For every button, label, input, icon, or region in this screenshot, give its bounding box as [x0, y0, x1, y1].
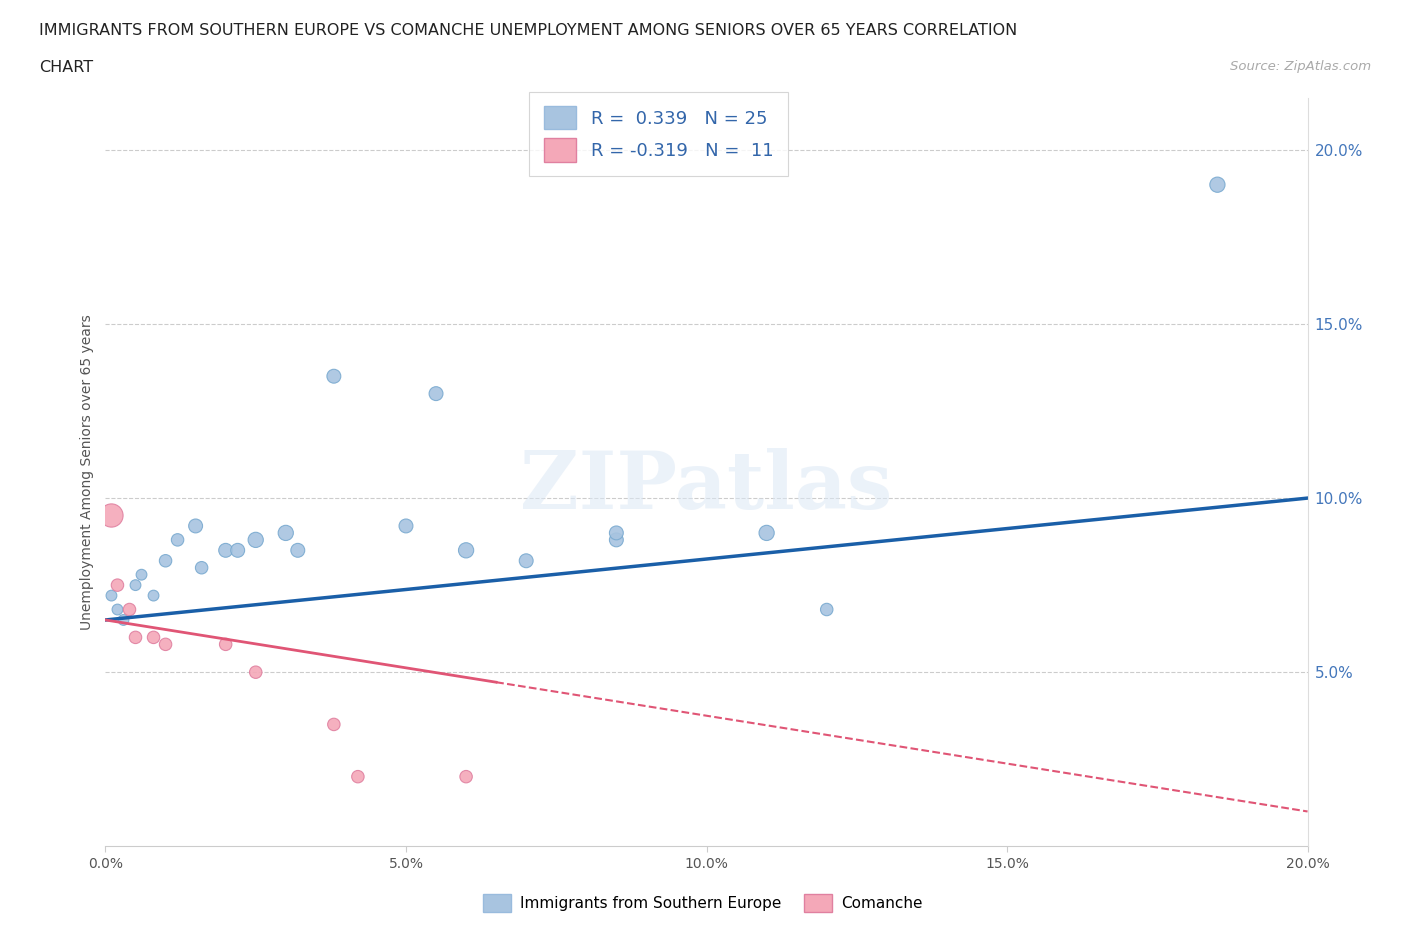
- Point: [245, 665, 267, 680]
- Text: ZIPatlas: ZIPatlas: [520, 448, 893, 526]
- Text: CHART: CHART: [39, 60, 93, 75]
- Point: [515, 553, 537, 568]
- Point: [287, 543, 309, 558]
- Point: [347, 769, 370, 784]
- Point: [100, 588, 122, 603]
- Y-axis label: Unemployment Among Seniors over 65 years: Unemployment Among Seniors over 65 years: [80, 314, 94, 630]
- Point: [245, 533, 267, 548]
- Point: [605, 533, 627, 548]
- Legend: R =  0.339   N = 25, R = -0.319   N =  11: R = 0.339 N = 25, R = -0.319 N = 11: [529, 92, 787, 176]
- Text: Source: ZipAtlas.com: Source: ZipAtlas.com: [1230, 60, 1371, 73]
- Point: [605, 525, 627, 540]
- Point: [454, 543, 477, 558]
- Point: [214, 543, 236, 558]
- Point: [395, 519, 418, 534]
- Point: [274, 525, 297, 540]
- Point: [755, 525, 778, 540]
- Point: [425, 386, 447, 401]
- Point: [124, 630, 146, 644]
- Point: [226, 543, 249, 558]
- Point: [214, 637, 236, 652]
- Point: [184, 519, 207, 534]
- Point: [322, 717, 344, 732]
- Point: [155, 637, 177, 652]
- Point: [142, 588, 165, 603]
- Point: [815, 602, 838, 617]
- Point: [124, 578, 146, 592]
- Point: [107, 602, 129, 617]
- Point: [112, 613, 135, 628]
- Point: [190, 560, 212, 575]
- Point: [131, 567, 153, 582]
- Point: [118, 602, 141, 617]
- Point: [454, 769, 477, 784]
- Point: [322, 369, 344, 384]
- Text: IMMIGRANTS FROM SOUTHERN EUROPE VS COMANCHE UNEMPLOYMENT AMONG SENIORS OVER 65 Y: IMMIGRANTS FROM SOUTHERN EUROPE VS COMAN…: [39, 23, 1018, 38]
- Point: [107, 578, 129, 592]
- Point: [100, 508, 122, 523]
- Point: [142, 630, 165, 644]
- Point: [166, 533, 188, 548]
- Point: [155, 553, 177, 568]
- Legend: Immigrants from Southern Europe, Comanche: Immigrants from Southern Europe, Comanch…: [477, 888, 929, 918]
- Point: [1206, 178, 1229, 193]
